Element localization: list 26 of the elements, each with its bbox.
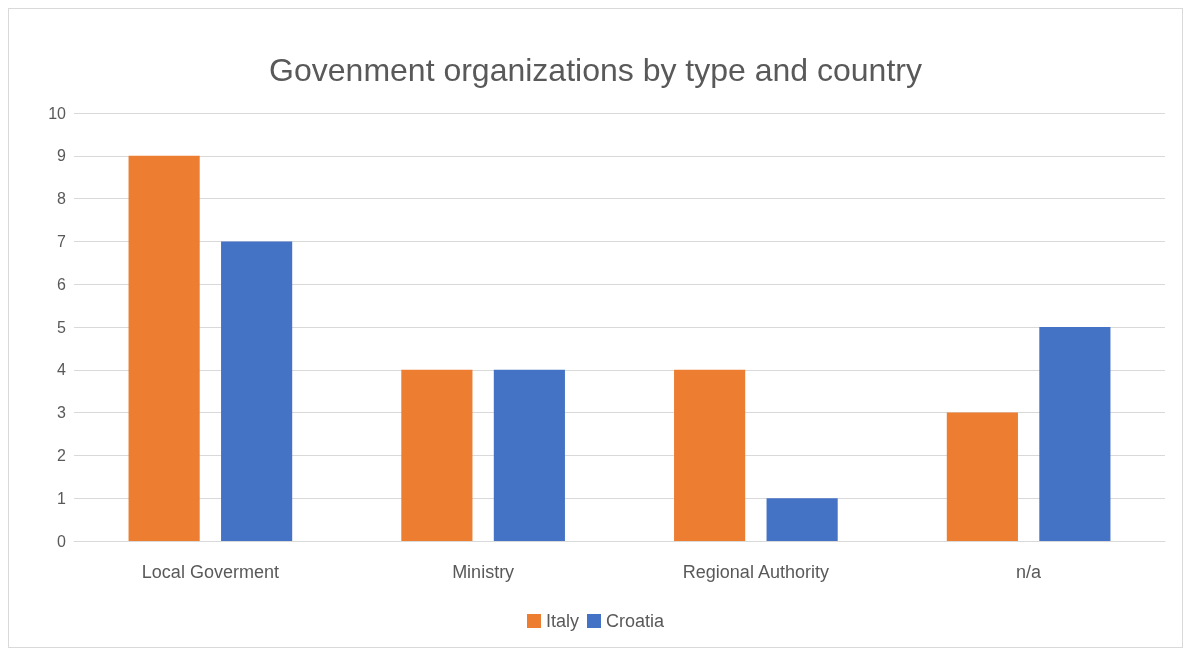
- y-tick-label: 10: [48, 104, 67, 122]
- x-tick-label: n/a: [1016, 562, 1043, 582]
- y-tick-label: 2: [57, 446, 67, 464]
- x-tick-label: Regional Authority: [682, 562, 829, 582]
- bar: [674, 369, 746, 541]
- x-tick-label: Local Goverment: [141, 562, 279, 582]
- legend-label: Croatia: [605, 611, 666, 631]
- bar: [946, 412, 1018, 541]
- y-tick-label: 6: [57, 275, 67, 293]
- bar: [128, 155, 200, 541]
- y-tick-label: 0: [57, 532, 67, 550]
- bar: [766, 498, 838, 541]
- y-tick-label: 5: [57, 318, 67, 336]
- y-tick-label: 3: [57, 404, 67, 422]
- y-tick-label: 9: [57, 147, 67, 165]
- y-tick-label: 4: [57, 361, 67, 379]
- y-tick-label: 7: [57, 232, 67, 250]
- bar: [1039, 327, 1111, 541]
- bar: [221, 241, 293, 541]
- bar: [493, 369, 565, 541]
- legend-label: Italy: [545, 611, 579, 631]
- bar: [401, 369, 473, 541]
- y-tick-label: 1: [57, 489, 67, 507]
- x-tick-label: Ministry: [452, 562, 515, 582]
- chart-title: Govenment organizations by type and country: [269, 52, 922, 88]
- y-tick-label: 8: [57, 190, 67, 208]
